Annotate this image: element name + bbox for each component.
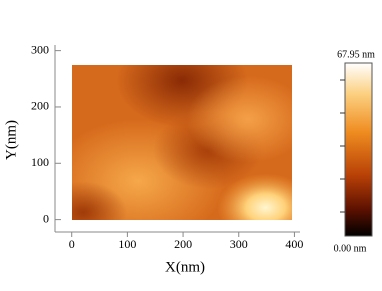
x-tick-label: 400	[285, 237, 303, 251]
y-tick-label: 200	[31, 99, 49, 113]
x-axis-label: X(nm)	[165, 259, 205, 275]
colorbar-ticks	[340, 79, 345, 213]
colorbar	[344, 62, 373, 237]
x-tick-label: 300	[230, 237, 248, 251]
y-tick-label: 0	[43, 211, 49, 225]
colorbar-min-label: 0.00 nm	[334, 243, 367, 254]
afm-image	[72, 65, 292, 220]
x-tick-label: 0	[69, 237, 75, 251]
y-tick-label: 300	[31, 42, 49, 56]
colorbar-max-label: 67.95 nm	[337, 49, 375, 60]
y-axis-label: Y(nm)	[3, 120, 19, 160]
y-tick-label: 100	[31, 155, 49, 169]
x-tick-label: 200	[174, 237, 192, 251]
x-tick-label: 100	[118, 237, 136, 251]
